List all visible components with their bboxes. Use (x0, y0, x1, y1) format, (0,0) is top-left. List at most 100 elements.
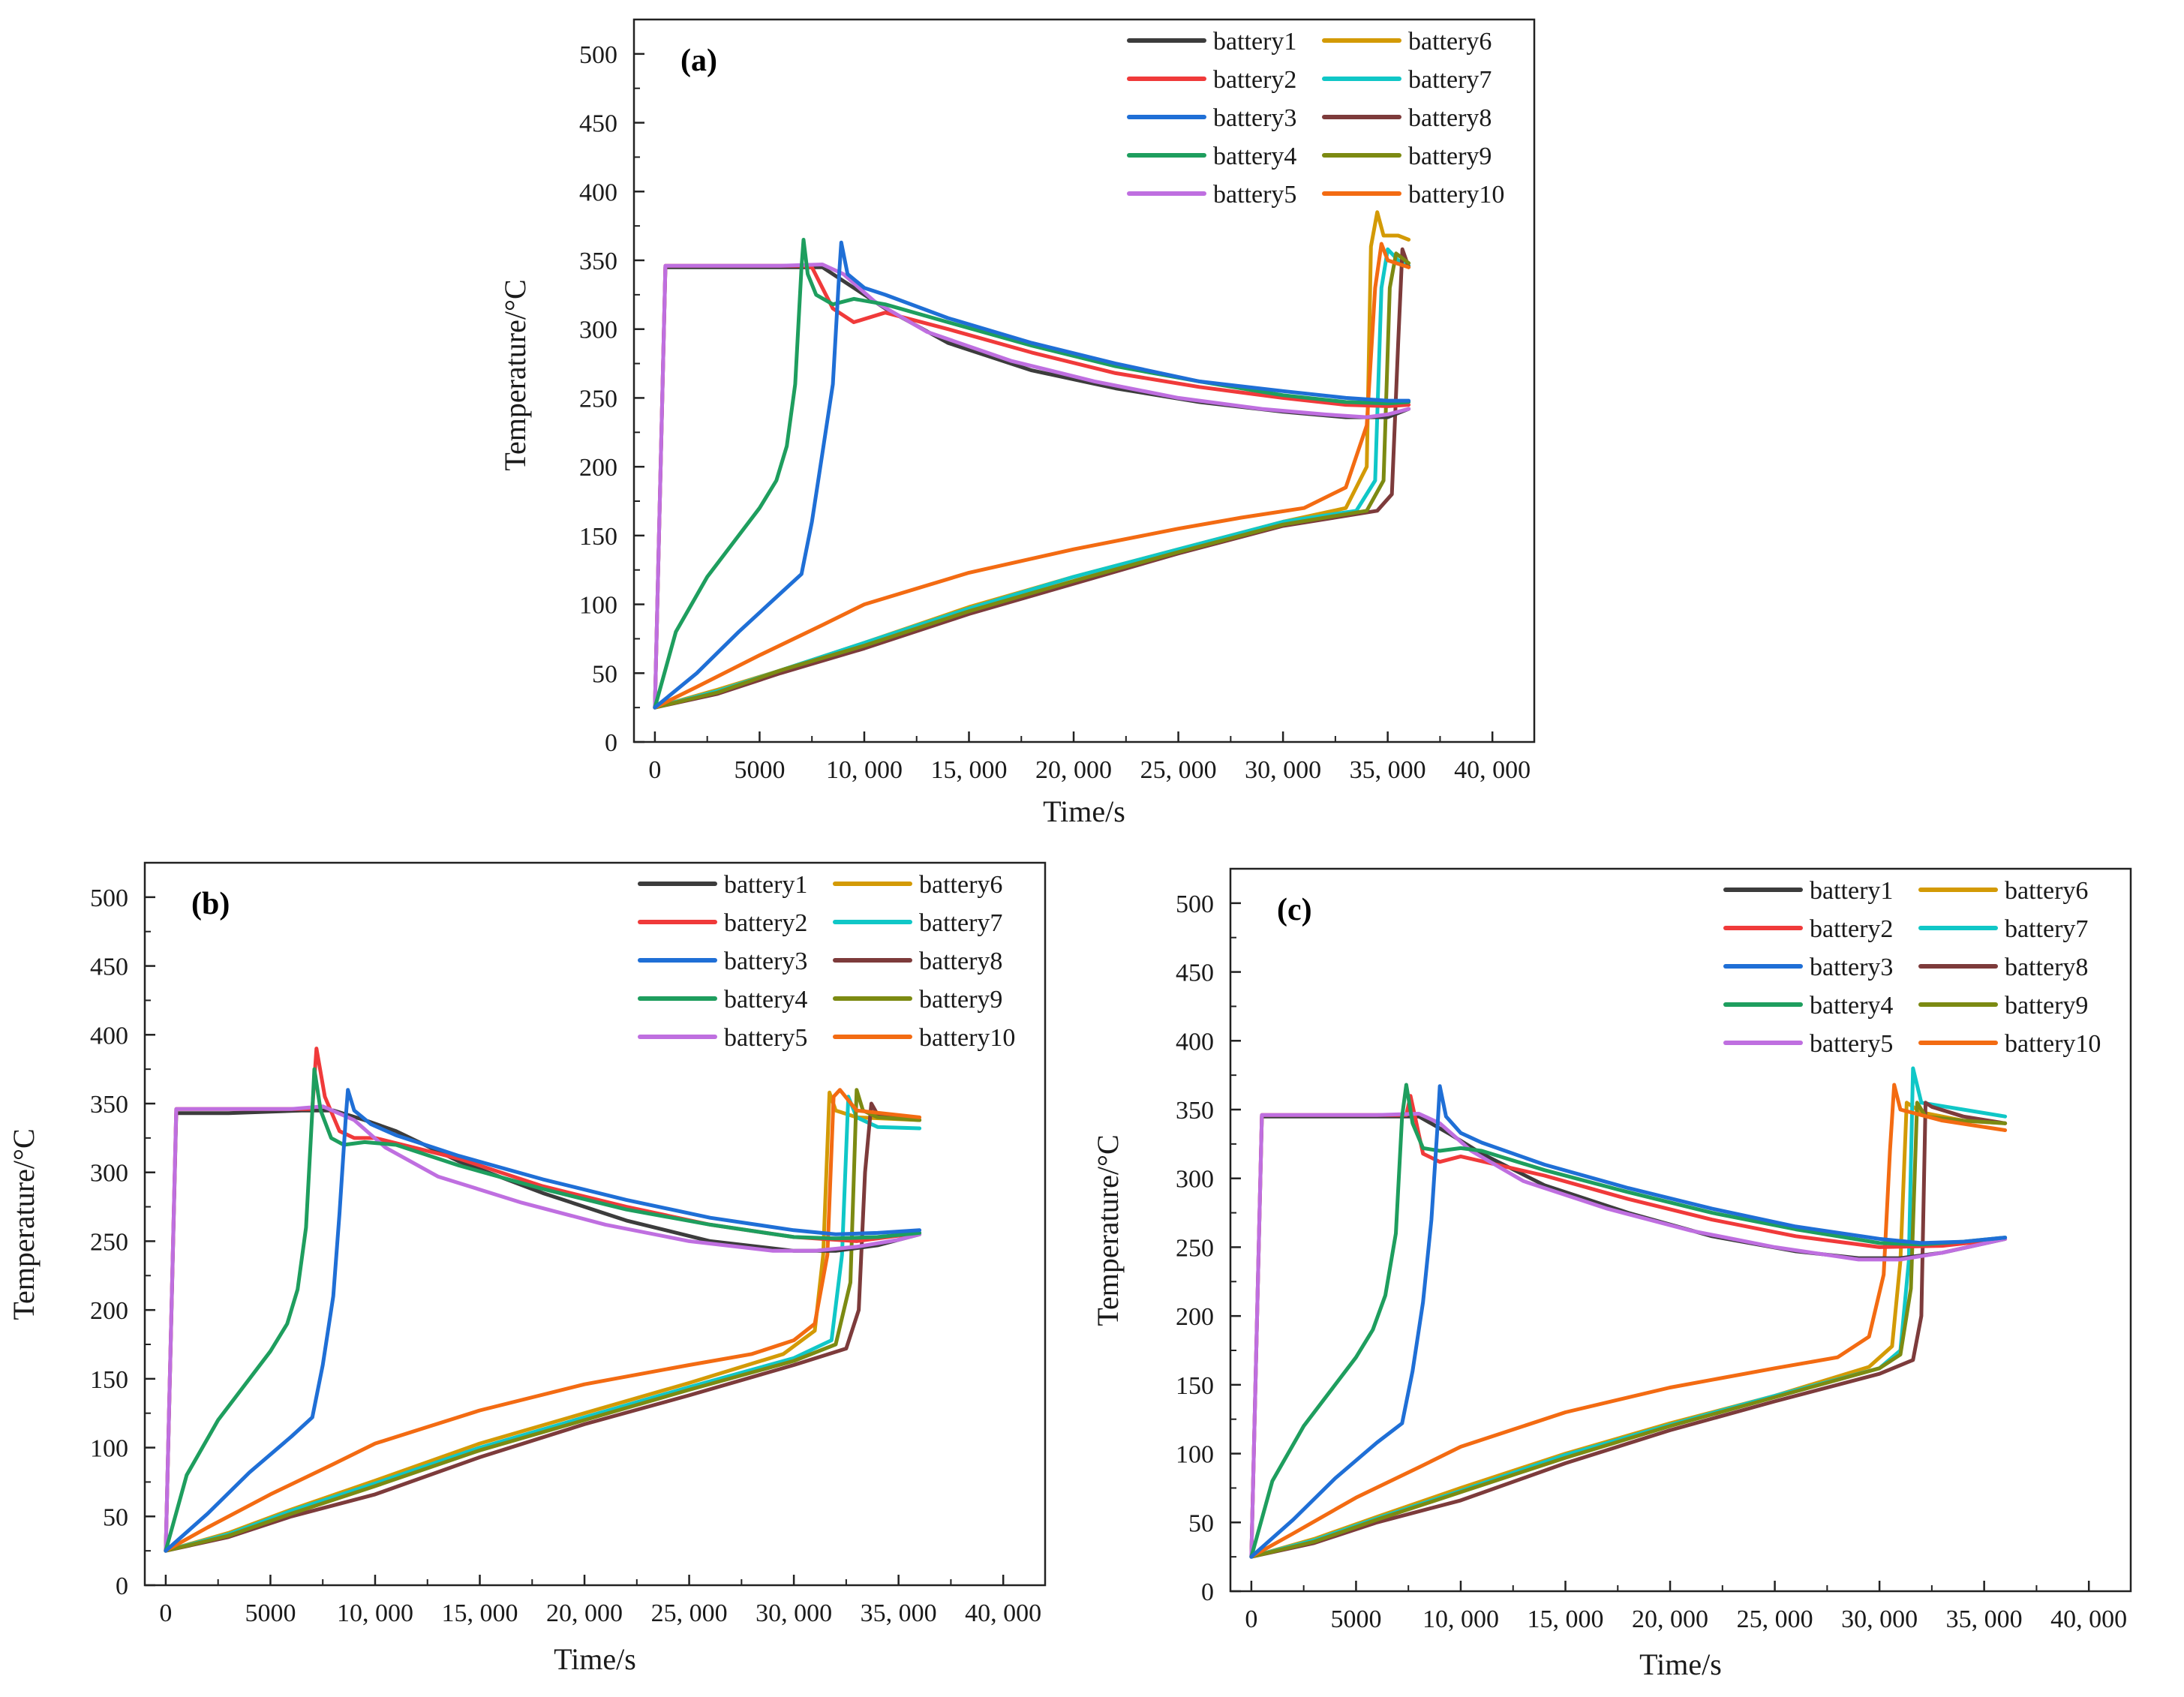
legend: battery1 battery2 battery3 battery4 battery5… (1723, 877, 2101, 1058)
y-tick-label: 300 (90, 1160, 128, 1188)
y-tick-label: 100 (579, 592, 617, 620)
series-line-battery2 (164, 1047, 922, 1553)
y-tick-label: 50 (103, 1503, 128, 1531)
y-tick-label: 350 (579, 248, 617, 275)
series-line-battery10 (164, 1088, 922, 1553)
x-tick-label: 20, 000 (1632, 1605, 1708, 1633)
legend-label-battery6: battery6 (919, 871, 1002, 899)
y-tick-label: 450 (1176, 960, 1214, 987)
legend: battery1 battery2 battery3 battery4 battery5… (1127, 28, 1504, 209)
legend-label-battery10: battery10 (1408, 181, 1504, 209)
x-tick-label: 35, 000 (1350, 756, 1426, 784)
x-tick-label: 40, 000 (1454, 756, 1531, 784)
y-tick-label: 400 (579, 179, 617, 206)
y-tick-label: 50 (592, 660, 617, 688)
x-tick-label: 5000 (245, 1599, 296, 1627)
series-line-battery9 (164, 1088, 922, 1553)
series-line-battery3 (164, 1088, 922, 1553)
y-tick-label: 250 (1176, 1234, 1214, 1262)
legend-label-battery5: battery5 (1213, 181, 1296, 209)
series-line-battery3 (653, 240, 1411, 710)
series-line-battery2 (1249, 1094, 2008, 1559)
y-tick-label: 500 (1176, 891, 1214, 918)
y-tick-label: 500 (90, 885, 128, 912)
legend-label-battery8: battery8 (919, 948, 1002, 975)
legend-label-battery3: battery3 (1810, 954, 1893, 981)
legend-label-battery7: battery7 (919, 909, 1002, 937)
y-tick-label: 300 (579, 317, 617, 344)
y-tick-label: 450 (579, 110, 617, 138)
x-axis-title: Time/s (1639, 1647, 1722, 1681)
y-axis-title: Temperature/°C (498, 279, 532, 470)
y-tick-label: 400 (1176, 1028, 1214, 1056)
legend-label-battery5: battery5 (1810, 1030, 1893, 1058)
x-tick-label: 5000 (1330, 1605, 1381, 1633)
x-axis-title: Time/s (1043, 794, 1125, 828)
x-tick-label: 20, 000 (546, 1599, 623, 1627)
legend-label-battery5: battery5 (724, 1024, 807, 1052)
legend-label-battery10: battery10 (2005, 1030, 2101, 1058)
plot-frame (632, 18, 1536, 743)
x-tick-label: 25, 000 (1737, 1605, 1813, 1633)
series-line-battery5 (653, 263, 1411, 710)
series-line-battery1 (653, 265, 1411, 710)
panel-label: (a) (680, 44, 717, 78)
y-tick-label: 250 (579, 385, 617, 413)
legend-label-battery4: battery4 (724, 986, 807, 1014)
series-line-battery9 (653, 251, 1411, 710)
y-tick-label: 0 (1201, 1578, 1214, 1606)
legend-label-battery9: battery9 (2005, 992, 2088, 1020)
series-line-battery7 (164, 1095, 922, 1553)
y-tick-label: 200 (90, 1297, 128, 1325)
y-tick-label: 0 (605, 729, 617, 757)
series-group (1249, 1066, 2008, 1559)
series-line-battery8 (164, 1101, 922, 1553)
legend-label-battery9: battery9 (1408, 143, 1492, 170)
legend: battery1 battery2 battery3 battery4 battery5… (638, 871, 1015, 1052)
y-tick-label: 250 (90, 1228, 128, 1256)
y-tick-label: 300 (1176, 1166, 1214, 1194)
x-tick-label: 10, 000 (826, 756, 903, 784)
x-tick-label: 15, 000 (931, 756, 1008, 784)
x-axis-title: Time/s (554, 1642, 636, 1676)
y-tick-label: 100 (1176, 1441, 1214, 1469)
series-line-battery4 (653, 238, 1411, 710)
x-tick-label: 30, 000 (1245, 756, 1321, 784)
y-tick-label: 200 (579, 454, 617, 482)
legend-label-battery8: battery8 (1408, 104, 1492, 132)
series-line-battery8 (653, 247, 1411, 710)
legend-label-battery7: battery7 (1408, 66, 1492, 94)
series-line-battery6 (1249, 1101, 2008, 1559)
y-tick-label: 50 (1188, 1509, 1214, 1537)
series-line-battery10 (1249, 1083, 2008, 1559)
x-tick-label: 10, 000 (1422, 1605, 1499, 1633)
legend-label-battery9: battery9 (919, 986, 1002, 1014)
legend-label-battery10: battery10 (919, 1024, 1015, 1052)
x-tick-label: 30, 000 (756, 1599, 832, 1627)
series-group (164, 1047, 922, 1553)
x-tick-label: 0 (159, 1599, 172, 1627)
x-tick-label: 5000 (734, 756, 785, 784)
legend-label-battery1: battery1 (1213, 28, 1296, 56)
x-tick-label: 30, 000 (1841, 1605, 1918, 1633)
legend-label-battery7: battery7 (2005, 915, 2088, 943)
legend-label-battery2: battery2 (724, 909, 807, 937)
y-tick-label: 100 (90, 1435, 128, 1463)
x-tick-label: 40, 000 (2050, 1605, 2127, 1633)
series-line-battery8 (1249, 1101, 2008, 1559)
panel-label: (b) (191, 887, 230, 921)
x-tick-label: 25, 000 (1140, 756, 1217, 784)
y-tick-label: 200 (1176, 1303, 1214, 1331)
y-axis-title: Temperature/°C (1091, 1134, 1125, 1326)
legend-label-battery8: battery8 (2005, 954, 2088, 981)
x-tick-label: 10, 000 (337, 1599, 413, 1627)
x-tick-label: 20, 000 (1035, 756, 1112, 784)
legend-label-battery6: battery6 (2005, 877, 2088, 905)
x-tick-label: 15, 000 (1528, 1605, 1604, 1633)
y-tick-label: 400 (90, 1022, 128, 1050)
series-line-battery3 (1249, 1084, 2008, 1559)
plot-frame (143, 861, 1047, 1587)
